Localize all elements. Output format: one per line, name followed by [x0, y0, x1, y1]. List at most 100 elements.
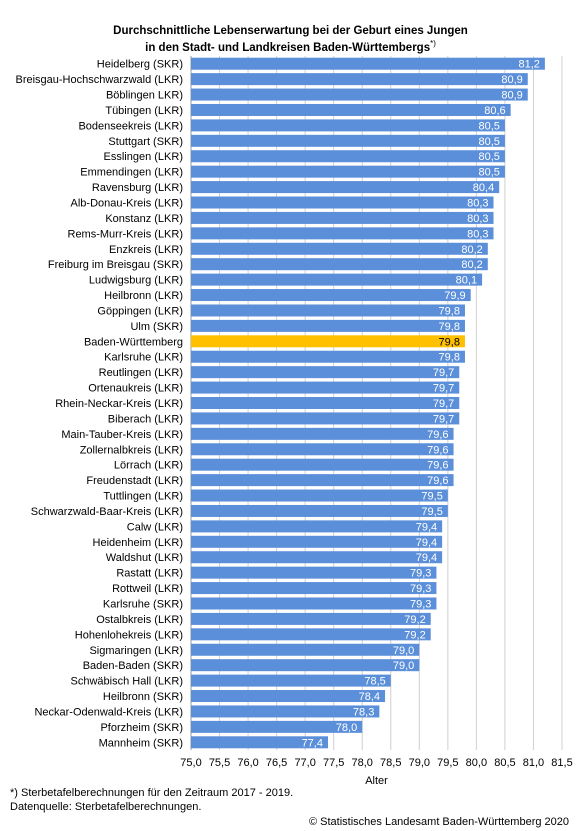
copyright: © Statistisches Landesamt Baden-Württemb… [308, 816, 569, 828]
x-tick-label: 76,5 [266, 757, 287, 769]
x-tick-label: 80,5 [494, 757, 515, 769]
bar-value-label: 79,0 [393, 645, 414, 657]
bar-value-label: 79,6 [427, 475, 448, 487]
chart-title-line-1: Durchschnittliche Lebenserwartung bei de… [113, 25, 468, 37]
category-label: Ortenaukreis (LKR) [88, 383, 183, 395]
chart-title-line-2: in den Stadt- und Landkreisen Baden-Würt… [0, 37, 581, 55]
title-footnote-mark: *) [430, 39, 436, 48]
bar-value-label: 79,6 [427, 429, 448, 441]
category-label: Ravensburg (LKR) [92, 182, 183, 194]
category-label: Stuttgart (SKR) [108, 136, 183, 148]
category-label: Emmendingen (LKR) [80, 167, 183, 179]
bar-value-label: 79,9 [444, 290, 465, 302]
category-label: Heilbronn (SKR) [103, 691, 183, 703]
category-label: Rhein-Neckar-Kreis (LKR) [55, 398, 183, 410]
category-label: Rems-Murr-Kreis (LKR) [68, 228, 184, 240]
bar-value-label: 79,5 [421, 491, 442, 503]
category-label: Karlsruhe (SKR) [103, 598, 183, 610]
category-label: Böblingen LKR) [106, 90, 183, 102]
bar [191, 196, 494, 209]
bar-value-label: 79,0 [393, 660, 414, 672]
bar [191, 659, 420, 672]
category-label: Mannheim (SKR) [99, 737, 183, 749]
x-tick-label: 81,5 [551, 757, 572, 769]
bar [191, 412, 460, 425]
bar [191, 57, 545, 70]
bar [191, 73, 528, 86]
category-label: Sigmaringen (LKR) [89, 645, 183, 657]
category-label: Freudenstadt (LKR) [86, 475, 183, 487]
bar-value-label: 80,6 [484, 105, 505, 117]
category-label: Tuttlingen (LKR) [103, 491, 183, 503]
category-label: Esslingen (LKR) [104, 151, 183, 163]
bar [191, 350, 465, 363]
bar-chart: 75,0 75,5 76,0 76,5 77,0 77,5 78,0 78,5 79,0 79,5… [15, 56, 573, 787]
bar [191, 643, 420, 656]
bar-value-label: 79,7 [433, 413, 454, 425]
bar-value-label: 80,3 [467, 198, 488, 210]
category-label: Calw (LKR) [127, 521, 183, 533]
bar [191, 211, 494, 224]
category-label: Enzkreis (LKR) [109, 244, 183, 256]
bar [191, 597, 437, 610]
bar-value-label: 80,2 [461, 244, 482, 256]
bar-value-label: 80,5 [479, 120, 500, 132]
category-label: Pforzheim (SKR) [100, 722, 183, 734]
bar-value-label: 79,3 [410, 598, 431, 610]
bar-value-label: 79,2 [404, 614, 425, 626]
bar [191, 690, 386, 703]
category-label: Hohenlohekreis (LKR) [75, 629, 183, 641]
bar [191, 458, 454, 471]
category-label: Bodenseekreis (LKR) [78, 120, 183, 132]
bar [191, 504, 448, 517]
bar [191, 319, 465, 332]
bar-value-label: 79,8 [439, 321, 460, 333]
bar-value-label: 79,4 [416, 537, 437, 549]
x-axis-title: Alter [365, 775, 388, 787]
bar [191, 443, 454, 456]
category-label: Konstanz (LKR) [105, 213, 183, 225]
x-tick-label: 78,0 [352, 757, 373, 769]
data-source: Datenquelle: Sterbetafelberechnungen. [10, 801, 202, 813]
bar [191, 304, 465, 317]
category-label: Neckar-Odenwald-Kreis (LKR) [34, 706, 183, 718]
x-tick-label: 77,0 [294, 757, 315, 769]
bar-value-label: 80,9 [501, 74, 522, 86]
bar [191, 397, 460, 409]
bar-value-label: 80,5 [479, 151, 500, 163]
category-label: Lörrach (LKR) [114, 460, 183, 472]
category-label: Rottweil (LKR) [112, 583, 183, 595]
bar-value-label: 79,8 [439, 352, 460, 364]
category-label: Heidelberg (SKR) [97, 59, 183, 71]
bar-value-label: 79,8 [439, 305, 460, 317]
category-label: Waldshut (LKR) [106, 552, 183, 564]
category-label: Ludwigsburg (LKR) [89, 275, 183, 287]
category-label: Schwäbisch Hall (LKR) [71, 676, 183, 688]
bar-value-label: 79,7 [433, 383, 454, 395]
bar-value-label: 80,2 [461, 259, 482, 271]
bar [191, 612, 431, 625]
bar [191, 628, 431, 641]
bar [191, 381, 460, 394]
bar [191, 258, 488, 271]
category-label: Heilbronn (LKR) [104, 290, 183, 302]
bar-value-label: 80,5 [479, 167, 500, 179]
category-label: Baden-Württemberg [84, 336, 183, 348]
category-label: Göppingen (LKR) [97, 305, 183, 317]
category-label: Reutlingen (LKR) [99, 367, 183, 379]
bar [191, 520, 443, 533]
bar [191, 474, 454, 487]
category-label: Tübingen (LKR) [105, 105, 183, 117]
bar-value-label: 80,5 [479, 136, 500, 148]
bar-value-label: 79,2 [404, 629, 425, 641]
bar [191, 150, 505, 163]
bar [191, 551, 443, 564]
bar-value-label: 79,4 [416, 521, 437, 533]
bar [191, 273, 483, 286]
category-label: Ostalbkreis (LKR) [96, 614, 183, 626]
bar-value-label: 79,4 [416, 552, 437, 564]
category-label: Breisgau-Hochschwarzwald (LKR) [15, 74, 183, 86]
bar-value-label: 77,4 [302, 737, 323, 749]
chart-title-line-2-text: in den Stadt- und Landkreisen Baden-Würt… [145, 41, 431, 54]
category-label: Freiburg im Breisgau (SKR) [48, 259, 183, 271]
